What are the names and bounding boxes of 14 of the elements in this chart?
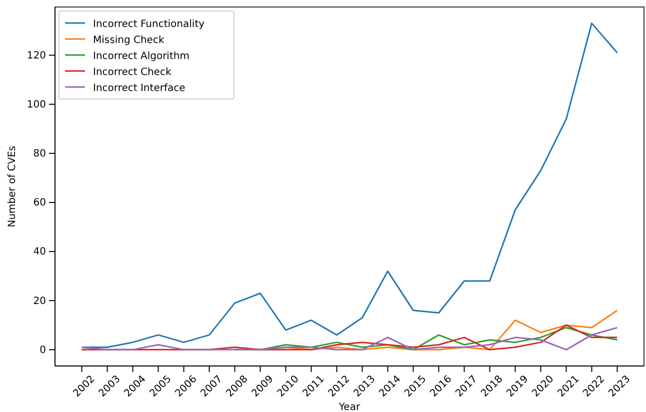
legend-label: Incorrect Check (93, 67, 172, 78)
legend-label: Missing Check (93, 35, 164, 46)
y-tick-label: 100 (26, 99, 46, 110)
x-axis-title: Year (338, 402, 361, 412)
y-tick-label: 40 (33, 246, 46, 258)
legend-label: Incorrect Algorithm (93, 51, 190, 62)
y-tick-label: 120 (26, 50, 46, 62)
y-tick-label: 80 (33, 148, 46, 160)
legend-label: Incorrect Interface (93, 83, 186, 94)
y-tick-label: 0 (40, 344, 46, 356)
y-axis-title: Number of CVEs (7, 146, 18, 228)
legend-label: Incorrect Functionality (93, 19, 205, 30)
y-tick-label: 60 (33, 198, 46, 209)
y-tick-label: 20 (33, 296, 46, 307)
